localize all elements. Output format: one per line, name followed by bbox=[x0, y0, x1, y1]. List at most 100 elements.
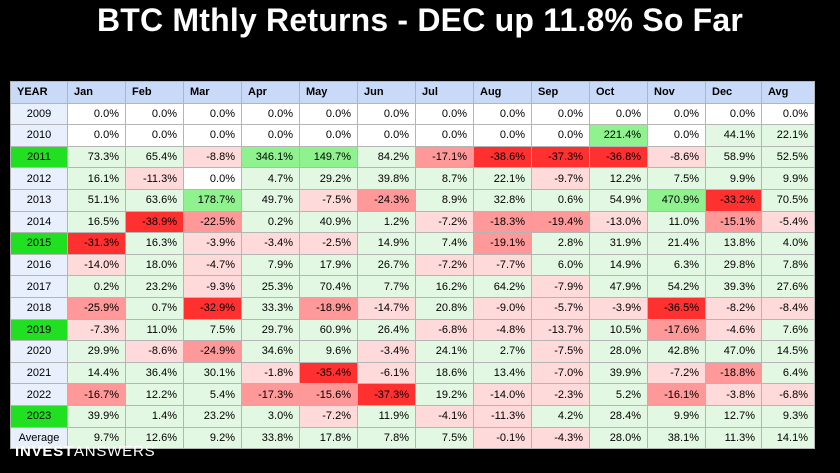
value-cell: 0.0% bbox=[415, 124, 474, 147]
value-cell: 29.7% bbox=[241, 318, 300, 342]
value-cell: 73.3% bbox=[67, 145, 126, 169]
year-cell: Average bbox=[10, 426, 68, 450]
table-row: 2020 29.9% -8.6% -24.9% 34.6% 9.6% -3.4% 24.1% 2… bbox=[10, 340, 815, 363]
value-cell: -7.0% bbox=[531, 361, 590, 385]
value-cell: 58.9% bbox=[705, 145, 762, 169]
value-cell: 0.0% bbox=[241, 102, 300, 126]
year-cell: 2010 bbox=[10, 124, 68, 147]
value-cell: -16.7% bbox=[67, 383, 126, 406]
value-cell: 0.0% bbox=[357, 102, 416, 126]
value-cell: 0.0% bbox=[183, 124, 242, 147]
value-cell: 33.8% bbox=[241, 426, 300, 450]
column-header: Jun bbox=[357, 81, 416, 104]
value-cell: -14.7% bbox=[357, 296, 416, 320]
value-cell: -18.3% bbox=[473, 210, 532, 234]
value-cell: 9.9% bbox=[705, 167, 762, 190]
value-cell: 16.3% bbox=[125, 232, 184, 255]
value-cell: -7.2% bbox=[415, 210, 474, 234]
value-cell: -17.6% bbox=[647, 318, 706, 342]
table-row: 2013 51.1% 63.6% 178.7% 49.7% -7.5% -24.3% 8.9%… bbox=[10, 188, 815, 212]
column-header: Jan bbox=[67, 81, 126, 104]
table-row: 2010 0.0% 0.0% 0.0% 0.0% 0.0% 0.0% 0.0% 0.0% 0.0%… bbox=[10, 124, 815, 147]
value-cell: 11.0% bbox=[125, 318, 184, 342]
value-cell: -8.4% bbox=[761, 296, 815, 320]
value-cell: 1.4% bbox=[125, 404, 184, 428]
column-header: Jul bbox=[415, 81, 474, 104]
value-cell: 5.2% bbox=[589, 383, 648, 406]
value-cell: 47.9% bbox=[589, 275, 648, 298]
value-cell: 178.7% bbox=[183, 188, 242, 212]
value-cell: 0.7% bbox=[125, 296, 184, 320]
value-cell: 4.2% bbox=[531, 404, 590, 428]
value-cell: 0.0% bbox=[183, 102, 242, 126]
value-cell: 22.1% bbox=[761, 124, 815, 147]
value-cell: -7.9% bbox=[531, 275, 590, 298]
value-cell: 17.8% bbox=[299, 426, 358, 450]
value-cell: 346.1% bbox=[241, 145, 300, 169]
column-header: Sep bbox=[531, 81, 590, 104]
value-cell: -8.2% bbox=[705, 296, 762, 320]
column-header: Mar bbox=[183, 81, 242, 104]
value-cell: 60.9% bbox=[299, 318, 358, 342]
value-cell: 44.1% bbox=[705, 124, 762, 147]
value-cell: 7.7% bbox=[357, 275, 416, 298]
value-cell: -19.1% bbox=[473, 232, 532, 255]
table-row: 2019 -7.3% 11.0% 7.5% 29.7% 60.9% 26.4% -6.8% -4… bbox=[10, 318, 815, 342]
value-cell: 6.4% bbox=[761, 361, 815, 385]
value-cell: 0.6% bbox=[531, 188, 590, 212]
value-cell: 65.4% bbox=[125, 145, 184, 169]
value-cell: -5.7% bbox=[531, 296, 590, 320]
value-cell: -4.8% bbox=[473, 318, 532, 342]
value-cell: 13.4% bbox=[473, 361, 532, 385]
value-cell: -14.0% bbox=[67, 253, 126, 277]
value-cell: 9.3% bbox=[761, 404, 815, 428]
column-header: Feb bbox=[125, 81, 184, 104]
value-cell: 16.1% bbox=[67, 167, 126, 190]
value-cell: -32.9% bbox=[183, 296, 242, 320]
value-cell: 39.9% bbox=[67, 404, 126, 428]
value-cell: 40.9% bbox=[299, 210, 358, 234]
year-cell: 2019 bbox=[10, 318, 68, 342]
value-cell: 0.0% bbox=[705, 102, 762, 126]
value-cell: -35.4% bbox=[299, 361, 358, 385]
value-cell: 33.3% bbox=[241, 296, 300, 320]
value-cell: 39.9% bbox=[589, 361, 648, 385]
column-header: Oct bbox=[589, 81, 648, 104]
year-cell: 2015 bbox=[10, 232, 68, 255]
value-cell: 0.0% bbox=[761, 102, 815, 126]
value-cell: 12.6% bbox=[125, 426, 184, 450]
value-cell: 3.0% bbox=[241, 404, 300, 428]
value-cell: -17.3% bbox=[241, 383, 300, 406]
value-cell: 28.0% bbox=[589, 426, 648, 450]
value-cell: 9.9% bbox=[647, 404, 706, 428]
value-cell: -38.6% bbox=[473, 145, 532, 169]
value-cell: 22.1% bbox=[473, 167, 532, 190]
value-cell: 2.8% bbox=[531, 232, 590, 255]
value-cell: -24.3% bbox=[357, 188, 416, 212]
value-cell: -16.1% bbox=[647, 383, 706, 406]
value-cell: -14.0% bbox=[473, 383, 532, 406]
value-cell: 0.0% bbox=[589, 102, 648, 126]
table-row: 2022 -16.7% 12.2% 5.4% -17.3% -15.6% -37.3% 19.… bbox=[10, 383, 815, 406]
value-cell: 2.7% bbox=[473, 340, 532, 363]
year-cell: 2018 bbox=[10, 296, 68, 320]
value-cell: -8.6% bbox=[125, 340, 184, 363]
value-cell: -6.1% bbox=[357, 361, 416, 385]
value-cell: -4.6% bbox=[705, 318, 762, 342]
value-cell: 34.6% bbox=[241, 340, 300, 363]
value-cell: -22.5% bbox=[183, 210, 242, 234]
table-row: 2018 -25.9% 0.7% -32.9% 33.3% -18.9% -14.7% 20.… bbox=[10, 296, 815, 320]
returns-table: YEAR Jan Feb Mar Apr May Jun Jul Aug Sep Oct Nov Dec… bbox=[10, 81, 815, 450]
value-cell: -15.1% bbox=[705, 210, 762, 234]
column-header: Nov bbox=[647, 81, 706, 104]
value-cell: 149.7% bbox=[299, 145, 358, 169]
value-cell: -0.1% bbox=[473, 426, 532, 450]
value-cell: 0.0% bbox=[647, 124, 706, 147]
table-row: Average 9.7% 12.6% 9.2% 33.8% 17.8% 7.8% 7.5% -0… bbox=[10, 426, 815, 450]
value-cell: -7.2% bbox=[415, 253, 474, 277]
value-cell: 14.1% bbox=[761, 426, 815, 450]
value-cell: 26.4% bbox=[357, 318, 416, 342]
value-cell: 63.6% bbox=[125, 188, 184, 212]
value-cell: -7.2% bbox=[647, 361, 706, 385]
value-cell: -7.7% bbox=[473, 253, 532, 277]
